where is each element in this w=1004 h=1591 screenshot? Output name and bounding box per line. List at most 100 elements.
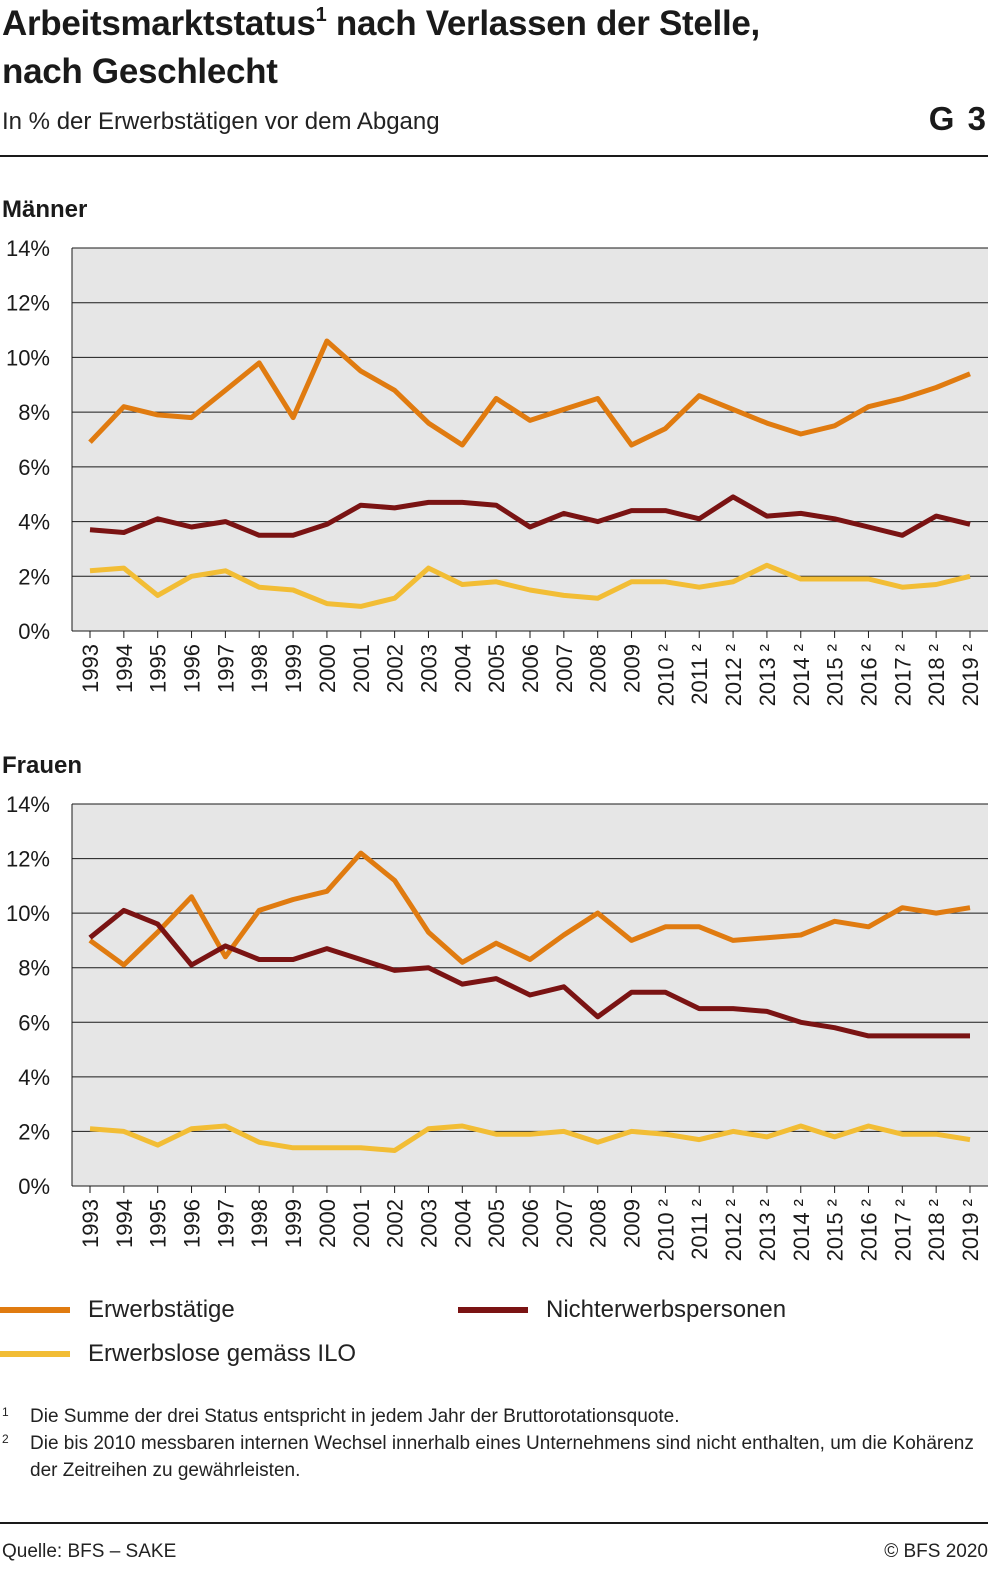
panel-title-frauen: Frauen [2, 752, 82, 779]
x-tick-label-maenner: 2019 ² [958, 644, 983, 706]
legend-swatch-erwerbslose [0, 1351, 70, 1357]
legend-label-nichterwerbspersonen: Nichterwerbspersonen [546, 1296, 787, 1323]
x-tick-label-frauen: 2009 [620, 1199, 645, 1248]
x-tick-label-maenner: 2018 ² [924, 644, 949, 706]
footnote-1: 1 Die Summe der drei Status entspricht i… [2, 1403, 992, 1430]
x-tick-label-maenner: 2013 ² [755, 644, 780, 706]
x-tick-label-frauen: 2014 ² [789, 1199, 814, 1261]
footnotes: 1 Die Summe der drei Status entspricht i… [2, 1403, 992, 1484]
header-rule [0, 155, 988, 157]
x-tick-label-frauen: 2010 ² [653, 1199, 678, 1261]
x-tick-label-frauen: 2000 [315, 1199, 340, 1248]
title-footnote-mark: 1 [315, 4, 327, 26]
legend-swatch-erwerbstaetige [0, 1307, 70, 1313]
chart-subtitle: In % der Erwerbstätigen vor dem Abgang [2, 108, 440, 135]
title-text: Arbeitsmarktstatus [2, 4, 316, 43]
x-tick-label-maenner: 2009 [620, 644, 645, 693]
x-tick-label-frauen: 2012 ² [721, 1199, 746, 1261]
series-line-frauen-2 [89, 1123, 971, 1153]
x-tick-label-maenner: 2007 [552, 644, 577, 693]
y-tick-label-maenner: 8% [18, 400, 50, 425]
x-tick-label-frauen: 1993 [78, 1199, 103, 1248]
panel-title-maenner: Männer [2, 196, 87, 223]
y-tick-label-frauen: 10% [6, 901, 50, 926]
x-tick-label-frauen: 1995 [146, 1199, 171, 1248]
x-tick-label-maenner: 2004 [450, 644, 475, 693]
source-note: Quelle: BFS – SAKE [2, 1541, 177, 1562]
x-tick-label-frauen: 2016 ² [856, 1199, 881, 1261]
x-tick-label-frauen: 2006 [518, 1199, 543, 1248]
x-tick-label-frauen: 1998 [247, 1199, 272, 1248]
x-tick-label-frauen: 2004 [450, 1199, 475, 1248]
x-tick-label-frauen: 1996 [180, 1199, 205, 1248]
series-line-frauen-0 [88, 850, 971, 968]
y-tick-label-maenner: 0% [18, 619, 50, 644]
x-tick-label-frauen: 2008 [586, 1199, 611, 1248]
x-tick-label-maenner: 2012 ² [721, 644, 746, 706]
x-tick-label-maenner: 2000 [315, 644, 340, 693]
series-line-maenner-1 [89, 494, 971, 538]
footnote-1-text: Die Summe der drei Status entspricht in … [30, 1406, 680, 1427]
copyright-note: © BFS 2020 [884, 1541, 988, 1562]
y-tick-label-frauen: 8% [18, 956, 50, 981]
legend-label-erwerbslose: Erwerbslose gemäss ILO [88, 1340, 357, 1367]
x-tick-label-maenner: 2003 [416, 644, 441, 693]
x-tick-label-frauen: 2013 ² [755, 1199, 780, 1261]
y-tick-label-maenner: 10% [6, 345, 50, 370]
footnote-1-mark: 1 [2, 1405, 9, 1419]
x-tick-label-frauen: 2007 [552, 1199, 577, 1248]
footnote-2: 2 Die bis 2010 messbaren internen Wechse… [2, 1430, 992, 1484]
x-tick-label-maenner: 2014 ² [789, 644, 814, 706]
legend-label-erwerbstaetige: Erwerbstätige [88, 1296, 235, 1323]
y-tick-label-maenner: 2% [18, 564, 50, 589]
x-tick-label-frauen: 2017 ² [890, 1199, 915, 1261]
footnote-2-mark: 2 [2, 1432, 9, 1446]
y-tick-label-maenner: 4% [18, 510, 50, 535]
x-tick-label-frauen: 2002 [383, 1199, 408, 1248]
y-tick-label-maenner: 14% [6, 236, 50, 261]
x-tick-label-maenner: 2006 [518, 644, 543, 693]
x-tick-label-maenner: 1999 [281, 644, 306, 693]
x-tick-label-maenner: 1996 [180, 644, 205, 693]
x-tick-label-maenner: 1995 [146, 644, 171, 693]
plot-background-maenner [72, 248, 988, 631]
legend-swatch-nichterwerbspersonen [458, 1307, 528, 1313]
x-tick-label-maenner: 1993 [78, 644, 103, 693]
y-tick-label-frauen: 14% [6, 792, 50, 817]
footnote-2-text: Die bis 2010 messbaren internen Wechsel … [30, 1433, 974, 1481]
graphic-number: G 3 [928, 100, 988, 137]
y-tick-label-frauen: 2% [18, 1119, 50, 1144]
x-tick-label-maenner: 2010 ² [653, 644, 678, 706]
title-line-2: nach Geschlecht [2, 52, 278, 91]
y-tick-label-frauen: 6% [18, 1010, 50, 1035]
series-line-maenner-2 [89, 562, 971, 609]
legend-item-erwerbslose: Erwerbslose gemäss ILO [0, 1340, 356, 1368]
chart-svg: Männer 0% 2% 4% 6% 8% 10% 12% 14% 1993 1994 1995 199… [2, 196, 988, 1261]
x-tick-label-frauen: 2015 ² [823, 1199, 848, 1261]
legend-item-nichterwerbspersonen: Nichterwerbspersonen [458, 1296, 786, 1324]
x-tick-label-maenner: 2002 [383, 644, 408, 693]
y-tick-label-frauen: 0% [18, 1174, 50, 1199]
x-tick-label-maenner: 2005 [484, 644, 509, 693]
x-tick-label-maenner: 2001 [349, 644, 374, 693]
x-tick-label-maenner: 2008 [586, 644, 611, 693]
legend-item-erwerbstaetige: Erwerbstätige [0, 1296, 235, 1324]
x-tick-label-frauen: 1997 [213, 1199, 238, 1248]
chart-title: Arbeitsmarktstatus1 nach Verlassen der S… [2, 0, 902, 96]
x-tick-label-frauen: 2003 [416, 1199, 441, 1248]
x-tick-label-maenner: 1997 [213, 644, 238, 693]
series-line-maenner-0 [88, 338, 971, 448]
footer-rule [0, 1522, 988, 1524]
x-tick-label-maenner: 1994 [112, 644, 137, 693]
x-tick-label-frauen: 2018 ² [924, 1199, 949, 1261]
x-tick-label-maenner: 2015 ² [823, 644, 848, 706]
y-tick-label-frauen: 4% [18, 1065, 50, 1090]
x-tick-label-frauen: 2011 ² [687, 1199, 712, 1260]
x-tick-label-frauen: 2019 ² [958, 1199, 983, 1261]
y-tick-label-maenner: 6% [18, 455, 50, 480]
x-tick-label-maenner: 2016 ² [856, 644, 881, 706]
y-tick-label-maenner: 12% [6, 291, 50, 316]
y-tick-label-frauen: 12% [6, 847, 50, 872]
x-tick-label-frauen: 1994 [112, 1199, 137, 1248]
series-line-frauen-1 [88, 907, 970, 1039]
